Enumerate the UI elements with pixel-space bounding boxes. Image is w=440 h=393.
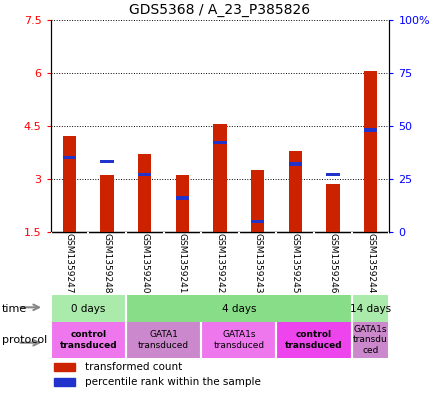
Bar <box>289 151 302 232</box>
Bar <box>63 136 76 232</box>
Bar <box>251 170 264 232</box>
Bar <box>326 184 340 232</box>
Bar <box>213 141 227 144</box>
Bar <box>364 71 377 232</box>
Text: percentile rank within the sample: percentile rank within the sample <box>85 377 261 387</box>
Text: 14 days: 14 days <box>350 303 391 314</box>
Text: GSM1359240: GSM1359240 <box>140 233 149 294</box>
Text: 0 days: 0 days <box>71 303 106 314</box>
Text: control
transduced: control transduced <box>59 330 117 350</box>
Title: GDS5368 / A_23_P385826: GDS5368 / A_23_P385826 <box>129 3 311 17</box>
Bar <box>54 378 75 386</box>
Bar <box>176 196 189 200</box>
Text: GATA1s
transdu
ced: GATA1s transdu ced <box>353 325 388 355</box>
Text: GSM1359244: GSM1359244 <box>366 233 375 294</box>
Bar <box>201 322 276 358</box>
Text: GSM1359246: GSM1359246 <box>328 233 337 294</box>
Bar <box>352 322 389 358</box>
Text: GSM1359245: GSM1359245 <box>291 233 300 294</box>
Text: GSM1359243: GSM1359243 <box>253 233 262 294</box>
Bar <box>100 175 114 232</box>
Bar <box>51 295 126 322</box>
Bar <box>176 175 189 232</box>
Bar <box>276 322 352 358</box>
Text: 4 days: 4 days <box>222 303 256 314</box>
Bar <box>364 129 377 132</box>
Bar <box>138 173 151 176</box>
Text: transformed count: transformed count <box>85 362 182 372</box>
Bar <box>251 220 264 223</box>
Text: time: time <box>2 303 27 314</box>
Bar <box>352 295 389 322</box>
Text: control
transduced: control transduced <box>285 330 343 350</box>
Text: GSM1359248: GSM1359248 <box>103 233 112 294</box>
Bar <box>126 322 201 358</box>
Bar <box>100 160 114 163</box>
Bar <box>63 156 76 159</box>
Bar <box>126 295 352 322</box>
Bar <box>54 363 75 371</box>
Bar <box>138 154 151 232</box>
Bar <box>289 162 302 165</box>
Text: GATA1
transduced: GATA1 transduced <box>138 330 189 350</box>
Text: GATA1s
transduced: GATA1s transduced <box>213 330 264 350</box>
Text: GSM1359241: GSM1359241 <box>178 233 187 294</box>
Text: protocol: protocol <box>2 335 48 345</box>
Bar <box>213 124 227 232</box>
Bar <box>51 322 126 358</box>
Text: GSM1359247: GSM1359247 <box>65 233 74 294</box>
Text: GSM1359242: GSM1359242 <box>216 233 224 294</box>
Bar <box>326 173 340 176</box>
